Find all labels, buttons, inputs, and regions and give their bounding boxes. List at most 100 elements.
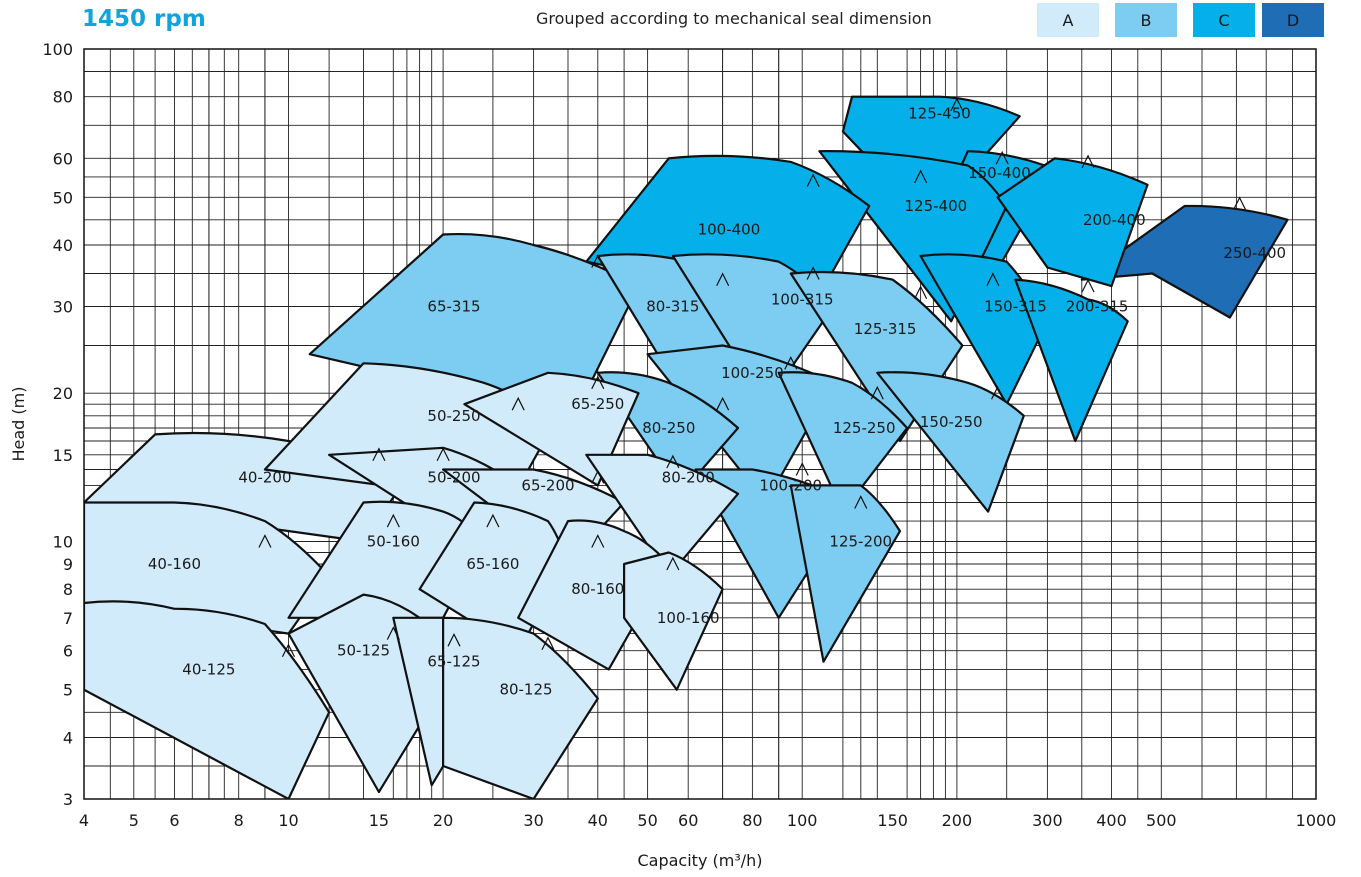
area-label-100-250: 100-250 [721, 364, 784, 382]
area-label-100-400: 100-400 [698, 221, 761, 239]
area-label-80-160: 80-160 [571, 580, 624, 598]
area-150-250 [876, 371, 1025, 513]
y-tick-label-3: 6 [63, 642, 73, 661]
legend-item-b: B [1115, 3, 1177, 37]
x-tick-label-6: 20 [433, 811, 453, 830]
bep-marker-125-400 [914, 169, 928, 184]
x-tick-label-12: 100 [787, 811, 818, 830]
y-tick-label-9: 20 [53, 384, 73, 403]
x-tick-label-15: 300 [1032, 811, 1063, 830]
area-label-50-125: 50-125 [337, 642, 390, 660]
bep-marker-80-200 [666, 454, 680, 469]
bep-marker-80-315 [716, 272, 730, 287]
area-label-125-200: 125-200 [829, 532, 892, 550]
bep-marker-40-125 [281, 643, 295, 658]
y-tick-label-8: 15 [53, 446, 73, 465]
area-label-80-200: 80-200 [662, 468, 715, 486]
bep-marker-200-400 [1081, 154, 1095, 169]
bep-marker-125-250 [870, 385, 884, 400]
area-label-125-250: 125-250 [833, 419, 896, 437]
area-label-100-160: 100-160 [657, 609, 720, 627]
area-label-80-125: 80-125 [499, 681, 552, 699]
area-125-250 [777, 371, 909, 513]
bep-marker-125-450 [950, 97, 964, 112]
x-tick-label-5: 15 [369, 811, 389, 830]
area-label-125-450: 125-450 [908, 104, 971, 122]
bep-marker-250-400 [1233, 196, 1247, 211]
bep-marker-50-200 [436, 447, 450, 462]
bep-marker-80-160 [591, 534, 605, 548]
x-tick-label-9: 50 [637, 811, 657, 830]
area-label-200-400: 200-400 [1083, 211, 1146, 229]
y-tick-label-14: 80 [53, 88, 73, 107]
bep-marker-100-315 [806, 266, 820, 280]
plot-frame [83, 48, 1317, 800]
bep-marker-125-200 [854, 495, 868, 509]
y-tick-label-1: 4 [63, 729, 73, 748]
x-tick-label-13: 150 [877, 811, 908, 830]
bep-marker-65-250 [591, 375, 605, 390]
y-tick-label-12: 50 [53, 188, 73, 207]
area-100-160 [622, 551, 724, 691]
area-label-100-200: 100-200 [759, 476, 822, 494]
y-tick-label-13: 60 [53, 149, 73, 168]
bep-marker-65-200 [591, 469, 605, 484]
area-label-50-160: 50-160 [367, 532, 420, 550]
area-80-160 [517, 519, 670, 671]
y-tick-label-15: 100 [42, 40, 73, 59]
bep-marker-200-315 [1081, 278, 1095, 293]
area-label-65-125: 65-125 [427, 653, 480, 671]
area-250-400 [1080, 204, 1289, 319]
bep-marker-65-315 [591, 254, 605, 268]
area-label-100-315: 100-315 [771, 290, 834, 308]
x-tick-label-0: 4 [79, 811, 89, 830]
area-label-65-315: 65-315 [427, 298, 480, 316]
bep-marker-150-315 [986, 272, 1000, 287]
area-label-150-250: 150-250 [920, 413, 983, 431]
x-tick-label-17: 500 [1146, 811, 1177, 830]
legend-item-d: D [1262, 3, 1324, 37]
area-label-40-160: 40-160 [148, 555, 201, 573]
bep-marker-50-160 [386, 513, 400, 528]
bep-marker-80-125 [541, 636, 555, 651]
area-125-200 [789, 484, 902, 663]
x-tick-label-14: 200 [942, 811, 973, 830]
area-label-250-400: 250-400 [1223, 244, 1286, 262]
y-tick-label-7: 10 [53, 533, 73, 552]
x-tick-label-7: 30 [523, 811, 543, 830]
bep-marker-65-125 [447, 632, 461, 647]
area-label-65-250: 65-250 [571, 395, 624, 413]
bep-marker-65-160 [486, 513, 500, 528]
area-label-65-160: 65-160 [466, 555, 519, 573]
chart-title: 1450 rpm [82, 6, 206, 32]
x-tick-label-3: 8 [234, 811, 244, 830]
x-tick-label-18: 1000 [1296, 811, 1337, 830]
area-label-150-315: 150-315 [984, 298, 1047, 316]
y-tick-label-11: 40 [53, 236, 73, 255]
x-axis-title: Capacity (m³/h) [637, 851, 762, 870]
x-tick-label-16: 400 [1096, 811, 1127, 830]
x-tick-label-10: 60 [678, 811, 698, 830]
area-200-315 [1014, 278, 1129, 443]
y-tick-label-6: 9 [63, 555, 73, 574]
area-label-150-400: 150-400 [968, 164, 1031, 182]
bep-marker-40-160 [258, 534, 272, 548]
area-label-50-200: 50-200 [427, 468, 480, 486]
x-tick-label-2: 6 [169, 811, 179, 830]
area-200-400 [996, 157, 1149, 288]
bep-marker-50-125 [386, 626, 400, 640]
bep-marker-80-250 [716, 396, 730, 411]
area-label-125-315: 125-315 [854, 320, 917, 338]
area-label-40-125: 40-125 [182, 660, 235, 678]
y-tick-label-2: 5 [63, 681, 73, 700]
area-label-40-200: 40-200 [238, 468, 291, 486]
bep-marker-100-250 [784, 356, 798, 370]
bep-marker-100-200 [795, 462, 809, 476]
y-tick-label-5: 8 [63, 580, 73, 599]
x-tick-label-1: 5 [129, 811, 139, 830]
tick-labels: 4 5 6 8 10 15 20 30 40 50 60 80 100 150 200 300 400 500 10… [42, 40, 1336, 830]
legend-item-a: A [1037, 3, 1099, 37]
area-label-80-250: 80-250 [642, 419, 695, 437]
